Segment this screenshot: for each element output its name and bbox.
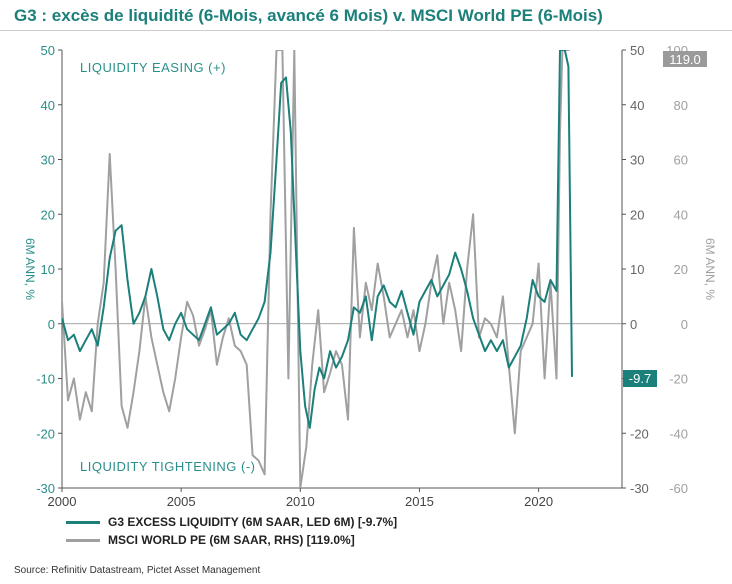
left-tick-label: 50 — [41, 43, 55, 58]
right-inner-tick-label: -30 — [630, 481, 649, 496]
right-outer-tick-label: -20 — [669, 372, 688, 387]
left-tick-label: -20 — [36, 426, 55, 441]
right-inner-tick-label: 0 — [630, 317, 637, 332]
right-outer-tick-label: 80 — [674, 98, 688, 113]
legend: G3 EXCESS LIQUIDITY (6M SAAR, LED 6M) [-… — [66, 513, 397, 549]
pe-end-label: 119.0 — [663, 51, 707, 67]
right-inner-tick-label: -20 — [630, 426, 649, 441]
x-tick-label: 2000 — [48, 494, 77, 509]
title-divider — [0, 30, 732, 31]
right-inner-tick-label: 40 — [630, 98, 644, 113]
msci-world-pe-line — [62, 50, 570, 488]
legend-item-excess-liquidity: G3 EXCESS LIQUIDITY (6M SAAR, LED 6M) [-… — [66, 513, 397, 531]
legend-swatch-excess-liquidity — [66, 520, 100, 524]
right-inner-tick-label: 10 — [630, 262, 644, 277]
right-outer-tick-label: -40 — [669, 426, 688, 441]
right-outer-tick-label: 40 — [674, 207, 688, 222]
left-axis-label: 6M ANN, % — [23, 238, 37, 300]
legend-label-msci-pe: MSCI WORLD PE (6M SAAR, RHS) [119.0%] — [108, 533, 355, 547]
liquidity-end-value: -9.7 — [629, 371, 651, 386]
annotation-liquidity-tightening: LIQUIDITY TIGHTENING (-) — [80, 459, 255, 474]
right-outer-tick-label: 0 — [681, 317, 688, 332]
g3-excess-liquidity-line — [62, 50, 573, 429]
left-tick-label: -30 — [36, 481, 55, 496]
right-inner-tick-label: 50 — [630, 43, 644, 58]
right-outer-tick-label: 20 — [674, 262, 688, 277]
legend-swatch-msci-pe — [66, 538, 100, 542]
right-axis-label: 6M ANN, % — [703, 238, 717, 300]
source-note: Source: Refinitiv Datastream, Pictet Ass… — [14, 565, 261, 576]
left-tick-label: 40 — [41, 98, 55, 113]
x-tick-labels: 2000 2005 2010 2015 2020 — [48, 488, 553, 509]
right-outer-tick-label: -60 — [669, 481, 688, 496]
x-tick-label: 2010 — [286, 494, 315, 509]
legend-label-excess-liquidity: G3 EXCESS LIQUIDITY (6M SAAR, LED 6M) [-… — [108, 515, 398, 529]
left-tick-label: 30 — [41, 153, 55, 168]
left-tick-label: 0 — [48, 317, 55, 332]
x-tick-label: 2015 — [405, 494, 434, 509]
left-tick-label: 20 — [41, 207, 55, 222]
x-tick-label: 2005 — [167, 494, 196, 509]
liquidity-end-label: -9.7 — [623, 370, 657, 387]
chart-title: G3 : excès de liquidité (6-Mois, avancé … — [14, 6, 603, 25]
right-inner-tick-label: 20 — [630, 207, 644, 222]
annotation-liquidity-easing: LIQUIDITY EASING (+) — [80, 60, 226, 75]
legend-item-msci-pe: MSCI WORLD PE (6M SAAR, RHS) [119.0%] — [66, 531, 397, 549]
left-tick-labels: 50 40 30 20 10 0 -10 -20 -30 — [36, 43, 62, 496]
right-outer-tick-label: 60 — [674, 153, 688, 168]
pe-end-value: 119.0 — [669, 52, 701, 67]
right-inner-tick-label: 30 — [630, 153, 644, 168]
left-tick-label: -10 — [36, 372, 55, 387]
x-tick-label: 2020 — [524, 494, 553, 509]
left-tick-label: 10 — [41, 262, 55, 277]
